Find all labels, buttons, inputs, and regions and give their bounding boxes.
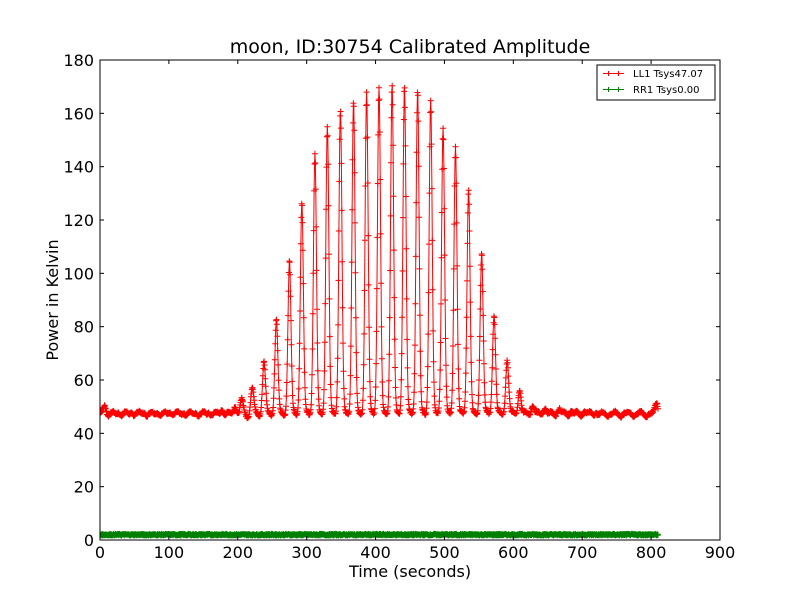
legend-marker-ll1 [606, 71, 621, 76]
y-tick-label: 20 [74, 478, 94, 497]
x-tick-label: 400 [360, 543, 391, 562]
x-tick-label: 0 [95, 543, 105, 562]
legend: LL1 Tsys47.07 RR1 Tsys0.00 [596, 64, 716, 101]
x-tick-label: 500 [429, 543, 460, 562]
y-tick-label: 0 [84, 531, 94, 550]
legend-entry-rr1: RR1 Tsys0.00 [603, 85, 700, 96]
tick-layer: 0 100 200 300 400 500 600 700 800 900 0 20 40 60 80 100… [63, 51, 735, 562]
y-tick-label: 60 [74, 371, 94, 390]
legend-marker-rr1 [606, 87, 621, 92]
chart-title: moon, ID:30754 Calibrated Amplitude [230, 36, 591, 58]
plot-area [100, 60, 720, 540]
x-tick-label: 300 [291, 543, 322, 562]
x-tick-label: 100 [154, 543, 185, 562]
y-tick-label: 120 [63, 211, 94, 230]
x-tick-label: 900 [705, 543, 736, 562]
series-markers [100, 530, 661, 539]
x-tick-label: 800 [636, 543, 667, 562]
y-tick-label: 80 [74, 318, 94, 337]
y-tick-label: 40 [74, 424, 94, 443]
series-ll1 [100, 82, 661, 422]
y-tick-label: 160 [63, 104, 94, 123]
y-tick-label: 100 [63, 264, 94, 283]
x-tick-label: 200 [223, 543, 254, 562]
x-tick-label: 700 [567, 543, 598, 562]
legend-label-rr1: RR1 Tsys0.00 [633, 85, 700, 96]
x-axis-title: Time (seconds) [348, 562, 471, 581]
series-layer [100, 82, 661, 539]
x-tick-label: 600 [498, 543, 529, 562]
legend-box [596, 64, 716, 101]
series-markers [100, 82, 661, 422]
y-axis-title: Power in Kelvin [43, 239, 62, 360]
legend-entry-ll1: LL1 Tsys47.07 [603, 69, 703, 80]
y-tick-label: 180 [63, 51, 94, 70]
plot-frame [99, 59, 721, 541]
legend-label-ll1: LL1 Tsys47.07 [633, 69, 703, 80]
y-tick-label: 140 [63, 158, 94, 177]
series-rr1 [100, 530, 661, 539]
